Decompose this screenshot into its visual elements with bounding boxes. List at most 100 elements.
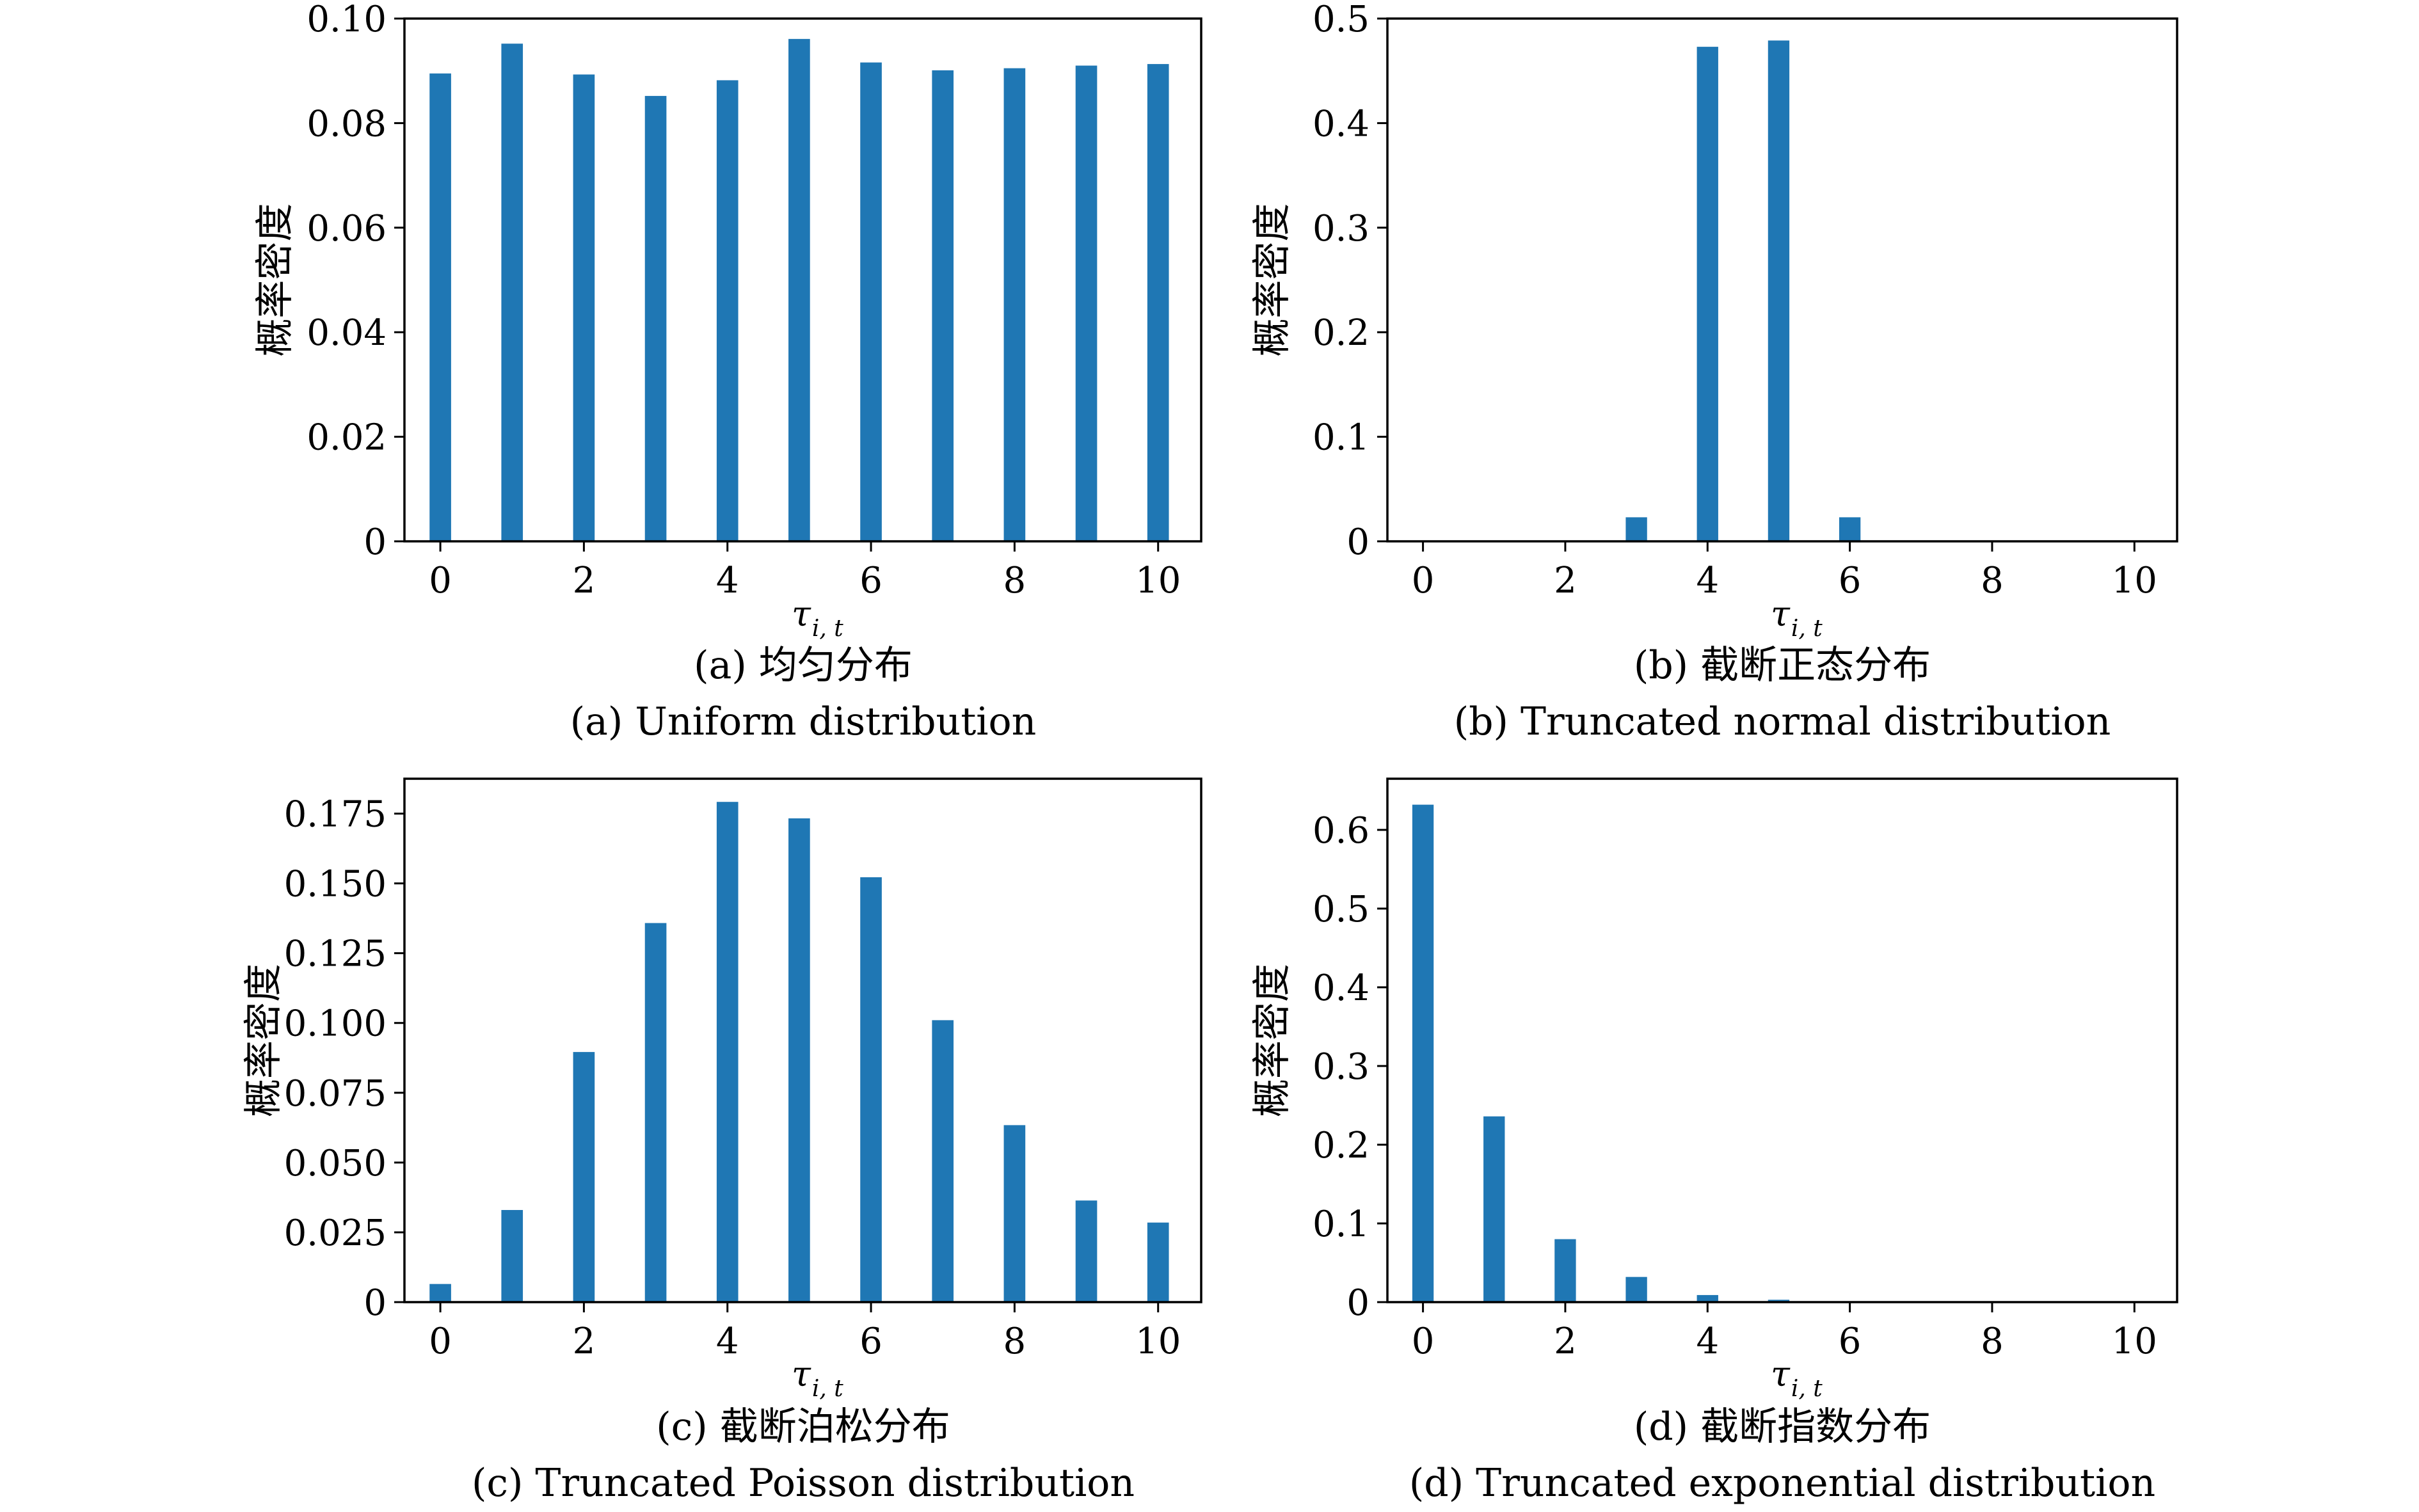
y-axis-label: 概率密度: [1250, 964, 1295, 1117]
bar-x-5: [788, 818, 810, 1302]
y-tick-label: 0.02: [307, 417, 387, 459]
bars: [1412, 804, 1861, 1302]
x-tick-label: 6: [1839, 560, 1862, 601]
x-tick-label: 8: [1981, 560, 2004, 601]
caption-chinese: (d) 截断指数分布: [1634, 1405, 1931, 1449]
y-tick-label: 0.10: [307, 0, 387, 40]
y-tick-label: 0.6: [1313, 810, 1369, 852]
y-axis-label: 概率密度: [253, 203, 298, 357]
bar-x-0: [429, 1284, 451, 1302]
y-tick-label: 0.1: [1313, 1204, 1369, 1245]
bar-x-9: [1075, 1200, 1098, 1302]
x-axis-label: τi, t: [792, 594, 843, 642]
bars: [429, 38, 1169, 542]
x-tick-label: 8: [1003, 1321, 1026, 1362]
x-tick-label: 4: [1696, 1321, 1719, 1362]
y-tick-label: 0.06: [307, 208, 387, 250]
x-axis-label: τi, t: [792, 1354, 843, 1402]
bar-x-1: [1483, 1116, 1505, 1302]
x-tick-label: 2: [1554, 1321, 1577, 1362]
panel-c: 0 2 4 6 8 10 0 0.025 0.050 0.075 0.100 0.125 0.150 0.…: [241, 777, 1202, 1506]
bar-x-1: [501, 1210, 523, 1302]
y-tick-label: 0: [1346, 1282, 1369, 1324]
y-tick-label: 0.075: [284, 1073, 387, 1115]
bar-x-3: [1625, 517, 1647, 541]
y-tick-label: 0.2: [1313, 1125, 1369, 1166]
bar-x-3: [1625, 1277, 1647, 1302]
x-axis-label: τi, t: [1771, 594, 1823, 642]
bar-x-4: [716, 80, 738, 541]
bar-x-5: [1768, 1300, 1790, 1302]
bar-x-0: [1412, 804, 1434, 1302]
x-tick-label: 4: [716, 560, 739, 601]
y-tick-label: 0.04: [307, 312, 387, 354]
caption-english: (c) Truncated Poisson distribution: [472, 1461, 1135, 1506]
caption-english: (a) Uniform distribution: [570, 699, 1037, 744]
bar-x-3: [644, 923, 667, 1302]
axes-frame: [1386, 17, 2178, 543]
bar-x-2: [1554, 1239, 1576, 1302]
x-axis-label-subscript: i, t: [1791, 1376, 1823, 1402]
bar-x-1: [501, 44, 523, 542]
x-axis-label-symbol: τ: [1771, 1354, 1791, 1394]
bar-x-2: [573, 1052, 595, 1302]
x-tick-label: 0: [1412, 1321, 1435, 1362]
y-tick-label: 0.2: [1313, 312, 1369, 354]
y-tick-label: 0.150: [284, 864, 387, 905]
y-tick-label: 0.5: [1313, 889, 1369, 930]
axes-frame: [403, 777, 1202, 1303]
y-tick-label: 0: [363, 521, 387, 563]
bar-x-7: [932, 70, 954, 541]
bar-x-8: [1003, 68, 1026, 542]
x-tick-label: 10: [2112, 1321, 2157, 1362]
y-tick-label: 0.175: [284, 794, 387, 836]
y-tick-label: 0: [1346, 521, 1369, 563]
x-tick-label: 6: [1839, 1321, 1862, 1362]
y-tick-label: 0.4: [1313, 967, 1369, 1009]
x-tick-label: 8: [1981, 1321, 2004, 1362]
x-tick-label: 2: [1554, 560, 1577, 601]
bar-x-4: [716, 802, 738, 1302]
bar-x-10: [1147, 1222, 1169, 1302]
bar-x-7: [932, 1020, 954, 1302]
x-tick-label: 2: [573, 1321, 596, 1362]
y-tick-label: 0.3: [1313, 1046, 1369, 1088]
bar-x-6: [1839, 517, 1861, 541]
panel-b: 0 2 4 6 8 10 0 0.1 0.2 0.3 0.4 0.5 概率密度 τi, t(b) 截断正态…: [1250, 0, 2178, 744]
bars: [1625, 40, 1861, 542]
y-tick-label: 0.100: [284, 1003, 387, 1045]
bar-x-9: [1075, 65, 1098, 541]
bar-x-2: [573, 74, 595, 542]
x-tick-label: 0: [429, 560, 452, 601]
y-tick-label: 0.125: [284, 934, 387, 975]
caption-chinese: (b) 截断正态分布: [1634, 643, 1931, 688]
x-axis-label-subscript: i, t: [1791, 616, 1823, 642]
y-tick-label: 0.050: [284, 1143, 387, 1184]
caption-chinese: (c) 截断泊松分布: [656, 1405, 950, 1449]
x-tick-label: 10: [1135, 1321, 1181, 1362]
bar-x-3: [644, 95, 667, 542]
y-tick-label: 0: [363, 1282, 387, 1324]
x-tick-label: 8: [1003, 560, 1026, 601]
x-tick-label: 4: [716, 1321, 739, 1362]
x-tick-label: 10: [1135, 560, 1181, 601]
y-tick-label: 0.3: [1313, 208, 1369, 250]
caption-english: (d) Truncated exponential distribution: [1409, 1461, 2155, 1506]
x-tick-label: 6: [859, 560, 882, 601]
x-tick-label: 10: [2112, 560, 2157, 601]
x-tick-label: 0: [429, 1321, 452, 1362]
bar-x-4: [1696, 1294, 1718, 1302]
bar-x-4: [1696, 47, 1718, 542]
x-axis-label-subscript: i, t: [812, 1376, 843, 1402]
y-tick-label: 0.08: [307, 103, 387, 145]
y-axis-label: 概率密度: [241, 964, 286, 1117]
caption-english: (b) Truncated normal distribution: [1454, 699, 2111, 744]
axes-frame: [1386, 777, 2178, 1303]
x-tick-label: 0: [1412, 560, 1435, 601]
y-tick-label: 0.4: [1313, 103, 1369, 145]
y-tick-label: 0.025: [284, 1213, 387, 1254]
bar-x-5: [1768, 40, 1790, 542]
x-axis-label-symbol: τ: [792, 1354, 811, 1394]
